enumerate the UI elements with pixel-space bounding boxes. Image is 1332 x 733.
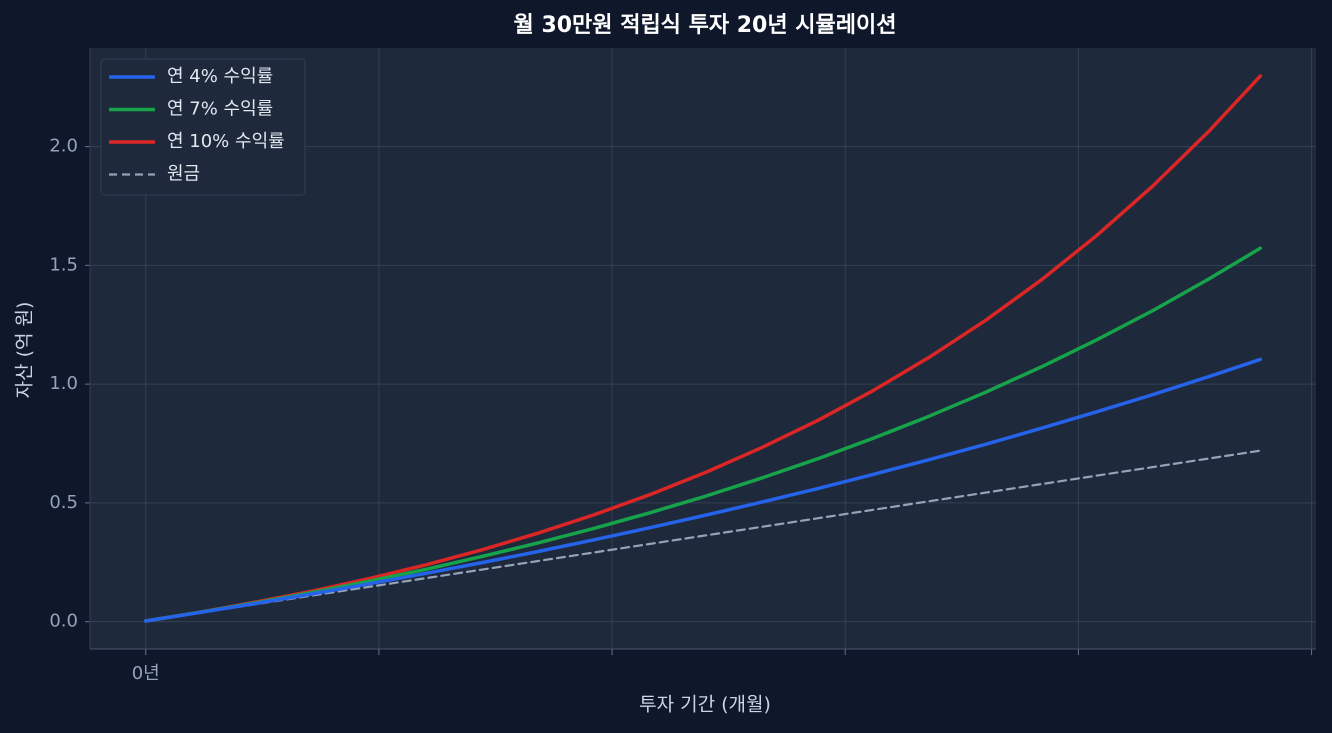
series-line [143,246,1263,623]
series-line [143,357,1263,623]
legend-label: 연 10% 수익률 [167,131,285,152]
legend-label: 연 4% 수익률 [167,66,273,87]
legend-box [100,58,306,196]
legend-label: 연 7% 수익률 [167,99,273,120]
y-axis-label: 자산 (억 원) [14,302,36,399]
x-tick-label: 0년 [132,663,160,684]
y-tick-label: 0.5 [49,492,78,513]
y-tick-label: 1.5 [49,254,78,275]
legend-label: 원금 [167,164,200,185]
x-axis-label: 투자 기간 (개월) [639,694,771,716]
y-tick-label: 1.0 [49,373,78,394]
chart-title: 월 30만원 적립식 투자 20년 시뮬레이션 [514,13,897,38]
series-line [144,449,1262,623]
y-tick-label: 2.0 [49,136,78,157]
lines [143,74,1263,623]
series-line [143,74,1263,623]
y-tick-label: 0.0 [49,611,78,632]
